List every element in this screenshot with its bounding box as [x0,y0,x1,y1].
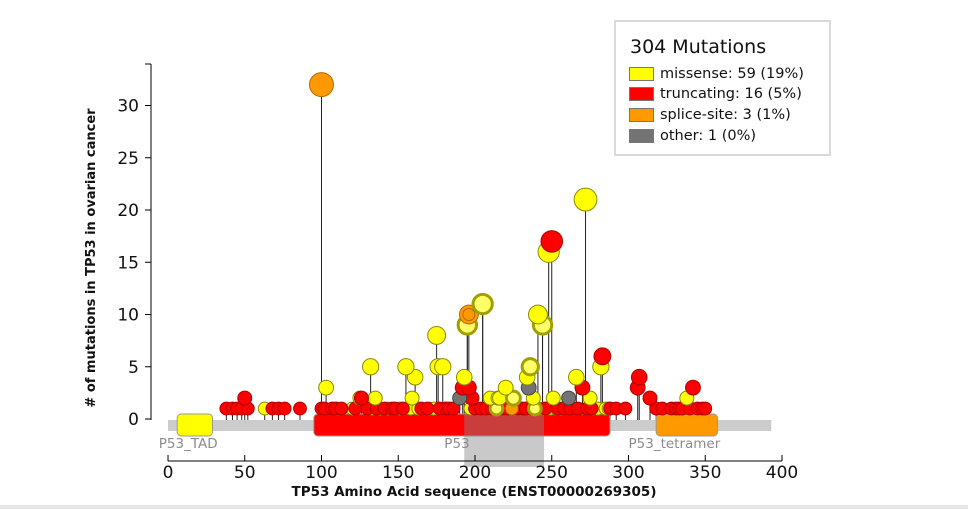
x-tick-label: 400 [766,463,798,483]
legend-label: other: 1 (0%) [660,128,757,144]
mixed-point [520,357,540,377]
x-tick-label: 50 [234,463,256,483]
domain-p53 [313,413,611,437]
legend: 304 Mutations missense: 59 (19%) truncat… [614,20,831,156]
domain-label: P53_tetramer [629,436,721,452]
x-tick-label: 100 [305,463,337,483]
mixed-point [471,292,494,316]
legend-label: missense: 59 (19%) [660,66,804,82]
missense-swatch [629,67,654,81]
other-point [561,390,577,406]
y-tick-label: 25 [117,149,139,169]
x-tick-label: 300 [612,463,644,483]
legend-item-other[interactable]: other: 1 (0%) [629,127,756,145]
domain-label: P53 [444,436,469,452]
missense-point [528,304,548,325]
legend-label: splice-site: 3 (1%) [660,107,791,123]
y-tick-label: 10 [117,306,139,326]
truncating-swatch [629,87,654,101]
truncating-point [630,368,648,386]
truncating-point [277,401,292,416]
x-axis-label: TP53 Amino Acid sequence (ENST0000026930… [292,484,657,500]
truncating-point [293,401,307,416]
x-tick-label: 0 [163,463,174,483]
splice-site-point [309,72,334,98]
truncating-point [698,401,713,416]
missense-point [582,390,598,406]
missense-point [573,187,598,212]
truncating-point [420,401,435,416]
missense-point [361,358,380,376]
truncating-point [593,347,612,366]
x-tick-label: 150 [382,463,414,483]
missense-point [497,379,514,396]
missense-point [318,379,335,396]
missense-point [545,390,561,406]
missense-point [568,368,585,386]
y-tick-label: 0 [128,410,139,430]
legend-item-truncating[interactable]: truncating: 16 (5%) [629,85,802,103]
bottom-divider [0,505,968,509]
x-tick-label: 250 [536,463,568,483]
domain-p53-tad [176,413,214,437]
missense-point [427,325,447,345]
truncating-point [334,401,349,416]
legend-item-missense[interactable]: missense: 59 (19%) [629,65,804,83]
missense-point [397,358,415,376]
legend-label: truncating: 16 (5%) [660,86,802,102]
domain-p53-tetramer [655,413,719,437]
x-tick-label: 350 [689,463,721,483]
truncating-point [237,390,253,406]
mixed-point [504,389,522,407]
domain-label: P53_TAD [159,436,218,452]
truncating-point [395,401,410,416]
other-swatch [629,129,654,143]
y-tick-label: 15 [117,253,139,273]
y-tick-label: 20 [117,201,139,221]
splice-site-swatch [629,108,654,122]
truncating-point [353,390,369,406]
splice-site-point [462,308,476,321]
legend-title: 304 Mutations [630,36,767,58]
missense-point [455,368,473,386]
truncating-point [618,401,633,416]
y-tick-label: 5 [128,358,139,378]
x-tick-label: 200 [459,463,491,483]
truncating-point [642,390,658,406]
truncating-point [540,230,564,253]
highlight-region [464,414,545,467]
y-tick-label: 30 [117,97,139,117]
missense-point [434,358,452,376]
missense-point [367,390,383,406]
legend-item-splice-site[interactable]: splice-site: 3 (1%) [629,106,791,124]
truncating-point [685,379,701,396]
y-axis-label: # of mutations in TP53 in ovarian cancer [84,108,99,408]
missense-point [404,390,420,406]
